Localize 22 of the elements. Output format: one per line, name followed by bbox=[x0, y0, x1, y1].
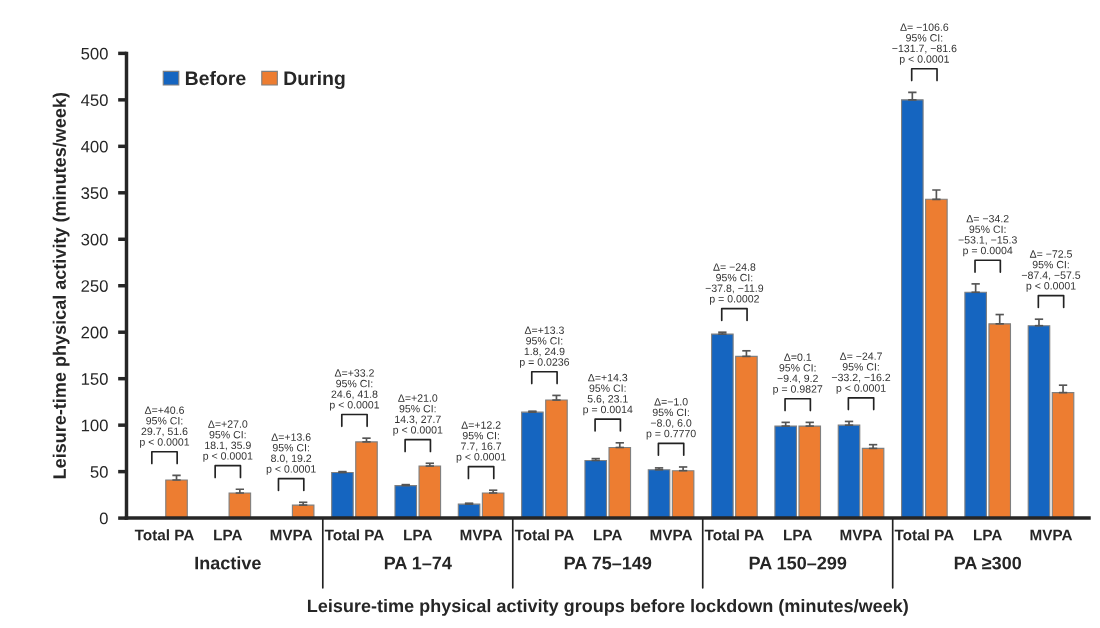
y-tick-label: 300 bbox=[81, 233, 108, 246]
y-tick-label: 100 bbox=[81, 419, 108, 432]
bar bbox=[165, 479, 188, 519]
text: PA 75–149 bbox=[564, 556, 652, 570]
y-tick-label: 150 bbox=[81, 373, 108, 385]
y-tick-label: 200 bbox=[81, 326, 108, 339]
legend-label: During bbox=[284, 70, 345, 90]
text: Inactive bbox=[195, 556, 261, 570]
y-tick-label: 50 bbox=[90, 466, 108, 478]
y-tick-label: 250 bbox=[81, 280, 108, 292]
bar bbox=[228, 492, 252, 519]
text: PA 150–299 bbox=[749, 556, 847, 570]
y-tick-label: 0 bbox=[99, 512, 108, 525]
y-axis-title: Leisure-time physical activity (minutes/week) bbox=[52, 92, 70, 479]
text: PA 1–74 bbox=[384, 556, 452, 570]
text: PA ≥300 bbox=[954, 556, 1022, 570]
y-tick-label: 400 bbox=[81, 140, 108, 153]
y-tick-label: 450 bbox=[81, 94, 108, 107]
y-tick-label: 500 bbox=[81, 47, 108, 60]
legend-label: Before bbox=[185, 70, 246, 86]
y-tick-label: 350 bbox=[81, 187, 108, 199]
x-axis-title: Leisure-time physical activity groups before lockdown (minutes/week) bbox=[307, 599, 908, 616]
